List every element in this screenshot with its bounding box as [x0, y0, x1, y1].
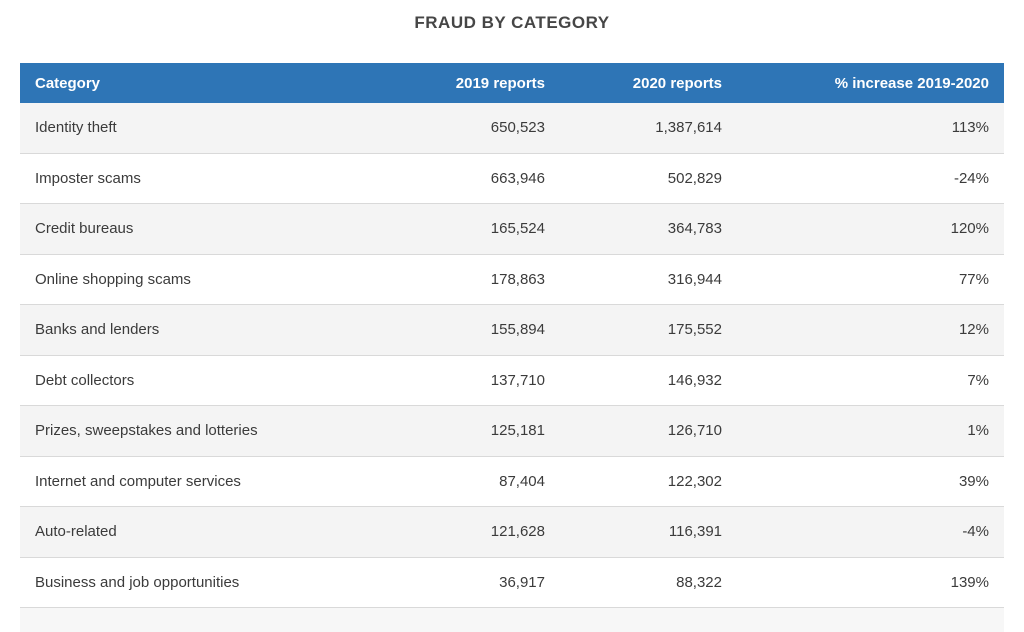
cell-increase: 77%	[737, 254, 1004, 305]
table-row: Business and job opportunities 36,917 88,3…	[20, 557, 1004, 608]
column-header-percent-increase: % increase 2019-2020	[737, 63, 1004, 103]
cell-reports-2020: 146,932	[560, 355, 737, 406]
cell-reports-2019: 121,628	[380, 506, 560, 558]
table-row: Banks and lenders 155,894 175,552 12%	[20, 304, 1004, 356]
cell-category: Banks and lenders	[20, 304, 380, 356]
cell-reports-2020: 122,302	[560, 456, 737, 507]
cell-increase: 113%	[737, 103, 1004, 154]
cell-reports-2019: 650,523	[380, 103, 560, 154]
cell-reports-2019: 125,181	[380, 405, 560, 457]
table-row: Online shopping scams 178,863 316,944 77%	[20, 254, 1004, 305]
cell-reports-2020: 175,552	[560, 304, 737, 356]
table-row: Identity theft 650,523 1,387,614 113%	[20, 103, 1004, 154]
column-header-2020-reports: 2020 reports	[560, 63, 737, 103]
column-header-category: Category	[20, 63, 380, 103]
partial-next-row	[20, 608, 1004, 632]
table-row: Credit bureaus 165,524 364,783 120%	[20, 203, 1004, 255]
table-row: Imposter scams 663,946 502,829 -24%	[20, 153, 1004, 204]
fraud-table-container: Category 2019 reports 2020 reports % inc…	[20, 63, 1004, 632]
cell-category: Imposter scams	[20, 153, 380, 204]
cell-reports-2019: 155,894	[380, 304, 560, 356]
table-row: Debt collectors 137,710 146,932 7%	[20, 355, 1004, 406]
cell-category: Identity theft	[20, 103, 380, 154]
cell-reports-2020: 88,322	[560, 557, 737, 608]
cell-category: Internet and computer services	[20, 456, 380, 507]
cell-category: Prizes, sweepstakes and lotteries	[20, 405, 380, 457]
cell-reports-2019: 178,863	[380, 254, 560, 305]
cell-reports-2020: 502,829	[560, 153, 737, 204]
column-header-2019-reports: 2019 reports	[380, 63, 560, 103]
cell-reports-2019: 87,404	[380, 456, 560, 507]
fraud-table: Category 2019 reports 2020 reports % inc…	[20, 63, 1004, 608]
cell-increase: 12%	[737, 304, 1004, 356]
table-row: Internet and computer services 87,404 122,…	[20, 456, 1004, 507]
page-title: FRAUD BY CATEGORY	[414, 13, 610, 32]
cell-increase: 139%	[737, 557, 1004, 608]
cell-category: Credit bureaus	[20, 203, 380, 255]
cell-reports-2019: 165,524	[380, 203, 560, 255]
cell-reports-2019: 663,946	[380, 153, 560, 204]
cell-increase: 1%	[737, 405, 1004, 457]
cell-reports-2019: 36,917	[380, 557, 560, 608]
cell-increase: -4%	[737, 506, 1004, 558]
cell-increase: 120%	[737, 203, 1004, 255]
cell-increase: -24%	[737, 153, 1004, 204]
cell-increase: 7%	[737, 355, 1004, 406]
cell-increase: 39%	[737, 456, 1004, 507]
cell-category: Business and job opportunities	[20, 557, 380, 608]
cell-reports-2019: 137,710	[380, 355, 560, 406]
cell-category: Debt collectors	[20, 355, 380, 406]
table-row: Prizes, sweepstakes and lotteries 125,181…	[20, 405, 1004, 457]
cell-category: Online shopping scams	[20, 254, 380, 305]
cell-reports-2020: 1,387,614	[560, 103, 737, 154]
fraud-table-body: Identity theft 650,523 1,387,614 113% Impost…	[20, 103, 1004, 608]
cell-reports-2020: 126,710	[560, 405, 737, 457]
table-header-row: Category 2019 reports 2020 reports % inc…	[20, 63, 1004, 103]
cell-reports-2020: 364,783	[560, 203, 737, 255]
cell-category: Auto-related	[20, 506, 380, 558]
table-row: Auto-related 121,628 116,391 -4%	[20, 506, 1004, 558]
cell-reports-2020: 116,391	[560, 506, 737, 558]
cell-reports-2020: 316,944	[560, 254, 737, 305]
